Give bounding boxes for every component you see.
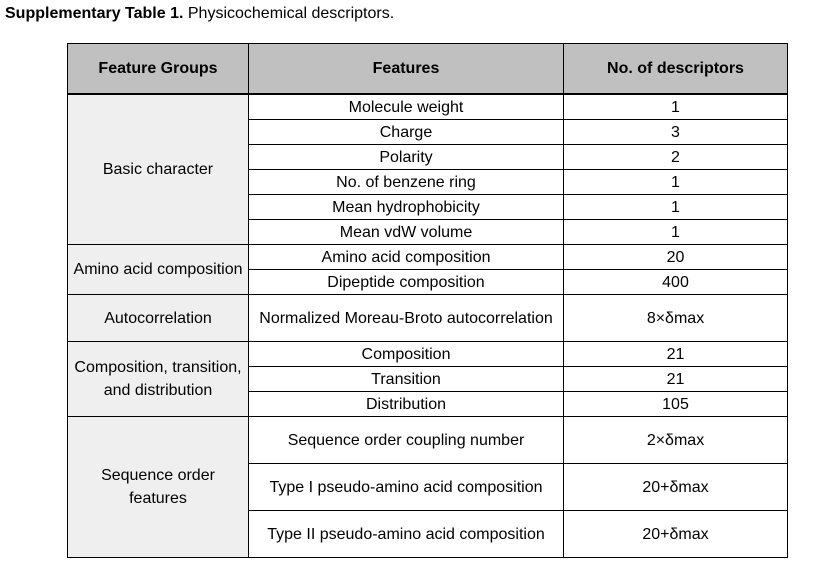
caption-text: Physicochemical descriptors. xyxy=(183,5,395,22)
table-caption: Supplementary Table 1. Physicochemical d… xyxy=(5,4,394,24)
count-cell: 20+δmax xyxy=(563,463,788,511)
caption-label: Supplementary Table 1. xyxy=(5,5,184,22)
count-cell: 1 xyxy=(563,219,788,245)
table-row: Amino acid composition Amino acid compos… xyxy=(67,244,788,295)
table-row: Charge 3 xyxy=(68,119,788,145)
feature-cell: Molecule weight xyxy=(248,93,564,120)
feature-cell: Normalized Moreau-Broto autocorrelation xyxy=(248,294,564,342)
descriptor-table: Feature Groups Features No. of descripto… xyxy=(67,43,788,558)
count-cell: 2 xyxy=(563,144,788,170)
table-row: Type I pseudo-amino acid composition 20+… xyxy=(68,463,788,511)
group-basic-character: Basic character xyxy=(67,93,249,245)
group-composition-transition-distribution: Composition, transition, and distributio… xyxy=(67,341,249,417)
feature-cell: Type I pseudo-amino acid composition xyxy=(248,463,564,511)
group-amino-acid-composition: Amino acid composition xyxy=(67,244,249,295)
header-row: Feature Groups Features No. of descripto… xyxy=(67,43,788,95)
table-row: Mean vdW volume 1 xyxy=(68,219,788,245)
count-cell: 2×δmax xyxy=(563,416,788,464)
count-cell: 20 xyxy=(563,244,788,270)
group-autocorrelation: Autocorrelation xyxy=(67,294,249,342)
count-cell: 21 xyxy=(563,366,788,392)
count-cell: 21 xyxy=(563,341,788,367)
feature-cell: Amino acid composition xyxy=(248,244,564,270)
feature-cell: Charge xyxy=(248,119,564,145)
count-cell: 1 xyxy=(563,93,788,120)
feature-cell: Mean hydrophobicity xyxy=(248,194,564,220)
group-sequence-order-features: Sequence order features xyxy=(67,416,249,558)
count-cell: 1 xyxy=(563,194,788,220)
feature-cell: Transition xyxy=(248,366,564,392)
table-row: Transition 21 xyxy=(68,366,788,392)
feature-cell: Dipeptide composition xyxy=(248,269,564,295)
count-cell: 3 xyxy=(563,119,788,145)
count-cell: 1 xyxy=(563,169,788,195)
feature-cell: Polarity xyxy=(248,144,564,170)
count-cell: 400 xyxy=(563,269,788,295)
count-cell: 8×δmax xyxy=(563,294,788,342)
header-no-of-descriptors: No. of descriptors xyxy=(563,43,788,95)
table-row: Autocorrelation Normalized Moreau-Broto … xyxy=(67,294,788,342)
feature-cell: Distribution xyxy=(248,391,564,417)
feature-cell: Mean vdW volume xyxy=(248,219,564,245)
header-features: Features xyxy=(248,43,564,95)
table-row: Sequence order features Sequence order c… xyxy=(67,416,788,558)
feature-cell: No. of benzene ring xyxy=(248,169,564,195)
table-row: Basic character Molecule weight 1 xyxy=(67,93,788,245)
count-cell: 105 xyxy=(563,391,788,417)
header-feature-groups: Feature Groups xyxy=(67,43,249,95)
table-row: Composition, transition, and distributio… xyxy=(67,341,788,417)
table-row: Type II pseudo-amino acid composition 20… xyxy=(68,510,788,558)
feature-cell: Composition xyxy=(248,341,564,367)
feature-cell: Type II pseudo-amino acid composition xyxy=(248,510,564,558)
count-cell: 20+δmax xyxy=(563,510,788,558)
table-row: No. of benzene ring 1 xyxy=(68,169,788,195)
feature-cell: Sequence order coupling number xyxy=(248,416,564,464)
